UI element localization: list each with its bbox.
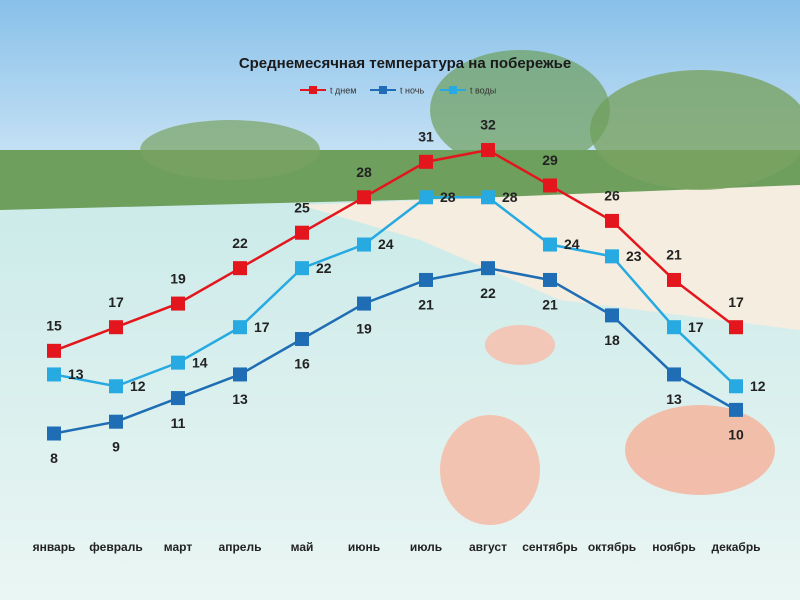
legend-marker [379, 86, 387, 94]
data-point [233, 261, 247, 276]
data-label: 17 [728, 294, 744, 310]
data-label: 28 [502, 189, 518, 205]
legend-label: t днем [330, 85, 356, 95]
data-point [357, 237, 371, 252]
data-point [481, 261, 495, 276]
data-label: 9 [112, 438, 120, 454]
data-label: 16 [294, 356, 310, 372]
data-label: 23 [626, 248, 642, 264]
data-label: 21 [666, 247, 682, 263]
data-point [357, 296, 371, 311]
data-label: 22 [232, 235, 248, 251]
data-label: 28 [440, 189, 456, 205]
data-point [543, 178, 557, 193]
data-point [605, 213, 619, 228]
legend-label: t воды [470, 85, 496, 95]
legend-label: t ночь [400, 85, 424, 95]
data-point [47, 343, 61, 358]
x-tick-label: апрель [219, 540, 262, 554]
data-point [729, 402, 743, 417]
data-point [667, 320, 681, 335]
x-tick-label: май [291, 540, 314, 554]
data-label: 18 [604, 332, 620, 348]
data-point [295, 261, 309, 276]
data-point [543, 272, 557, 287]
data-label: 12 [130, 378, 146, 394]
data-point [233, 367, 247, 382]
data-label: 21 [418, 297, 434, 313]
chart-title: Среднемесячная температура на побережье [239, 55, 571, 72]
data-label: 31 [418, 129, 434, 145]
data-label: 14 [192, 354, 208, 370]
x-tick-label: март [164, 540, 193, 554]
data-point [481, 143, 495, 158]
data-point [357, 190, 371, 205]
data-point [419, 154, 433, 169]
data-point [419, 190, 433, 205]
x-tick-label: сентябрь [522, 540, 578, 554]
data-point [109, 414, 123, 429]
data-label: 28 [356, 164, 372, 180]
data-label: 17 [688, 319, 704, 335]
data-label: 24 [378, 236, 394, 252]
data-point [667, 367, 681, 382]
series-line [53, 196, 737, 388]
data-point [171, 355, 185, 370]
data-point [543, 237, 557, 252]
data-label: 15 [46, 318, 62, 334]
data-point [171, 296, 185, 311]
data-label: 25 [294, 199, 310, 215]
data-label: 22 [480, 285, 496, 301]
data-label: 24 [564, 236, 580, 252]
data-label: 13 [68, 366, 84, 382]
x-tick-label: август [469, 540, 507, 554]
data-label: 17 [108, 294, 124, 310]
data-point [667, 272, 681, 287]
data-label: 32 [480, 117, 496, 133]
x-tick-label: октябрь [588, 540, 636, 554]
data-point [47, 426, 61, 441]
data-point [295, 332, 309, 347]
data-label: 19 [356, 320, 372, 336]
data-label: 26 [604, 188, 620, 204]
data-point [171, 391, 185, 406]
data-label: 19 [170, 270, 186, 286]
data-point [109, 320, 123, 335]
x-tick-label: июнь [348, 540, 380, 554]
data-point [295, 225, 309, 240]
data-point [729, 320, 743, 335]
data-point [605, 249, 619, 264]
data-label: 13 [232, 391, 248, 407]
data-label: 13 [666, 391, 682, 407]
data-point [47, 367, 61, 382]
data-label: 21 [542, 297, 558, 313]
data-point [481, 190, 495, 205]
series-line [53, 148, 737, 352]
x-tick-label: ноябрь [652, 540, 696, 554]
data-point [109, 379, 123, 394]
data-label: 12 [750, 378, 766, 394]
x-tick-label: февраль [89, 540, 142, 554]
legend-marker [449, 86, 457, 94]
legend-marker [309, 86, 317, 94]
data-label: 17 [254, 319, 270, 335]
data-point [605, 308, 619, 323]
data-point [729, 379, 743, 394]
data-label: 22 [316, 260, 332, 276]
data-label: 29 [542, 152, 558, 168]
x-tick-label: декабрь [711, 540, 760, 554]
x-tick-label: январь [33, 540, 76, 554]
series-line [53, 266, 737, 435]
data-label: 10 [728, 427, 744, 443]
data-label: 11 [171, 415, 186, 431]
x-tick-label: июль [410, 540, 442, 554]
data-point [233, 320, 247, 335]
data-label: 8 [50, 450, 58, 466]
data-point [419, 272, 433, 287]
